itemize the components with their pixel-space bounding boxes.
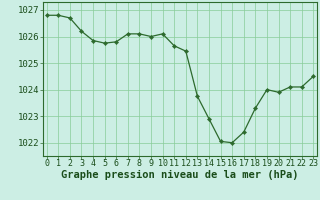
X-axis label: Graphe pression niveau de la mer (hPa): Graphe pression niveau de la mer (hPa): [61, 170, 299, 180]
